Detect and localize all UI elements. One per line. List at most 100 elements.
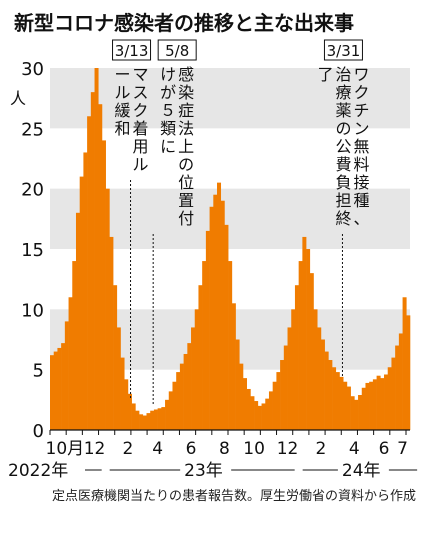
x-tick-label: 2	[316, 439, 327, 459]
event-text-char: 料	[353, 155, 369, 174]
data-bar	[209, 206, 214, 430]
y-tick-label: 0	[33, 421, 44, 442]
event-text-char: 終	[335, 209, 351, 228]
data-bar	[157, 408, 162, 430]
data-bar	[298, 261, 303, 430]
data-bar	[68, 297, 73, 430]
data-bar	[242, 378, 248, 430]
data-bar	[343, 381, 348, 430]
data-bar	[113, 285, 118, 430]
data-bar	[191, 327, 196, 430]
data-bar	[231, 303, 236, 430]
data-bar	[161, 407, 166, 430]
data-bar	[75, 212, 80, 430]
data-bar	[176, 372, 181, 430]
data-bar	[283, 345, 288, 430]
event-text-char: の	[178, 155, 194, 174]
data-bar	[87, 116, 92, 431]
data-bar	[339, 376, 344, 430]
data-bar	[124, 379, 129, 430]
data-bar	[198, 285, 203, 430]
data-bar	[168, 391, 173, 430]
data-bar	[320, 339, 325, 430]
y-tick-label: 30	[21, 59, 44, 80]
event-text-char: 付	[178, 209, 194, 228]
data-bar	[139, 414, 144, 430]
y-tick-label: 5	[33, 361, 44, 382]
data-bar	[72, 261, 77, 430]
data-bar	[313, 309, 318, 430]
data-bar	[335, 372, 340, 430]
event-text-char: 負	[335, 173, 351, 192]
event-text-char: ク	[353, 83, 369, 102]
data-bar	[391, 357, 396, 430]
y-tick-label: 15	[21, 240, 44, 261]
x-tick-label: 6	[186, 439, 197, 459]
annotations: 3/13マスク着用ルール緩和5/8感染症法上の位置付けが５類に3/31ワクチン無…	[112, 39, 369, 406]
data-bar	[53, 351, 58, 430]
event-date: 3/13	[115, 42, 149, 60]
x-tick-label: 8	[219, 439, 230, 459]
event-date-box	[112, 39, 152, 61]
x-tick-label: 10	[243, 439, 265, 459]
data-bar	[183, 353, 188, 430]
event-text-char: 了	[317, 65, 333, 84]
x-tick-label: 12	[84, 439, 106, 459]
data-bar	[309, 273, 314, 430]
data-bar	[372, 379, 377, 430]
event-text-char: 置	[178, 191, 194, 210]
event-text-char: ル	[115, 83, 131, 102]
data-bar	[50, 355, 55, 430]
data-bar	[398, 333, 403, 430]
event-text-char: チ	[353, 101, 369, 120]
event-text-char: 和	[115, 119, 131, 138]
data-bar	[350, 396, 355, 430]
data-bar	[116, 327, 121, 430]
event-text-char: 症	[178, 101, 194, 120]
event-text-char: ５	[160, 101, 176, 120]
data-bar	[287, 327, 292, 430]
event-text-char: 類	[160, 119, 176, 138]
event-date-box	[157, 39, 197, 61]
y-tick-label: 10	[21, 300, 44, 321]
event-text-char: ワ	[353, 65, 369, 84]
event-text-char: 、	[353, 209, 369, 228]
data-bar	[79, 176, 84, 430]
data-bar	[172, 381, 177, 430]
data-bar	[387, 367, 392, 430]
event-text-char: ス	[133, 83, 149, 102]
data-bar	[239, 363, 244, 430]
data-bar	[384, 374, 389, 430]
event-text-char: 法	[178, 119, 194, 138]
data-bar	[109, 236, 114, 430]
data-bar	[261, 403, 266, 430]
data-bar	[220, 200, 225, 430]
data-bar	[205, 230, 210, 430]
data-bar	[376, 375, 381, 430]
data-bar	[280, 360, 285, 430]
event-text-char: 無	[353, 137, 369, 156]
event-text-char: 上	[178, 137, 194, 156]
x-tick-label: 7	[397, 439, 408, 459]
data-bar	[250, 396, 255, 430]
data-bar	[369, 381, 374, 430]
data-bar	[150, 410, 155, 430]
x-tick-label: 2	[123, 439, 134, 459]
y-tick-label: 20	[21, 180, 44, 201]
data-bar	[332, 367, 337, 430]
data-bar	[395, 345, 400, 430]
data-bar	[224, 224, 229, 430]
data-bar	[57, 347, 62, 430]
year-label: 24年	[342, 461, 381, 481]
event-date-box	[323, 39, 363, 61]
data-bar	[165, 399, 170, 430]
x-tick-label: 6	[379, 439, 390, 459]
data-bar	[228, 261, 233, 430]
event-text-char: 位	[178, 173, 194, 192]
data-bar	[101, 140, 106, 430]
data-bar	[105, 188, 110, 430]
event-text-char: の	[335, 119, 351, 138]
data-bar	[346, 386, 351, 430]
x-tick-label: 4	[349, 439, 360, 459]
